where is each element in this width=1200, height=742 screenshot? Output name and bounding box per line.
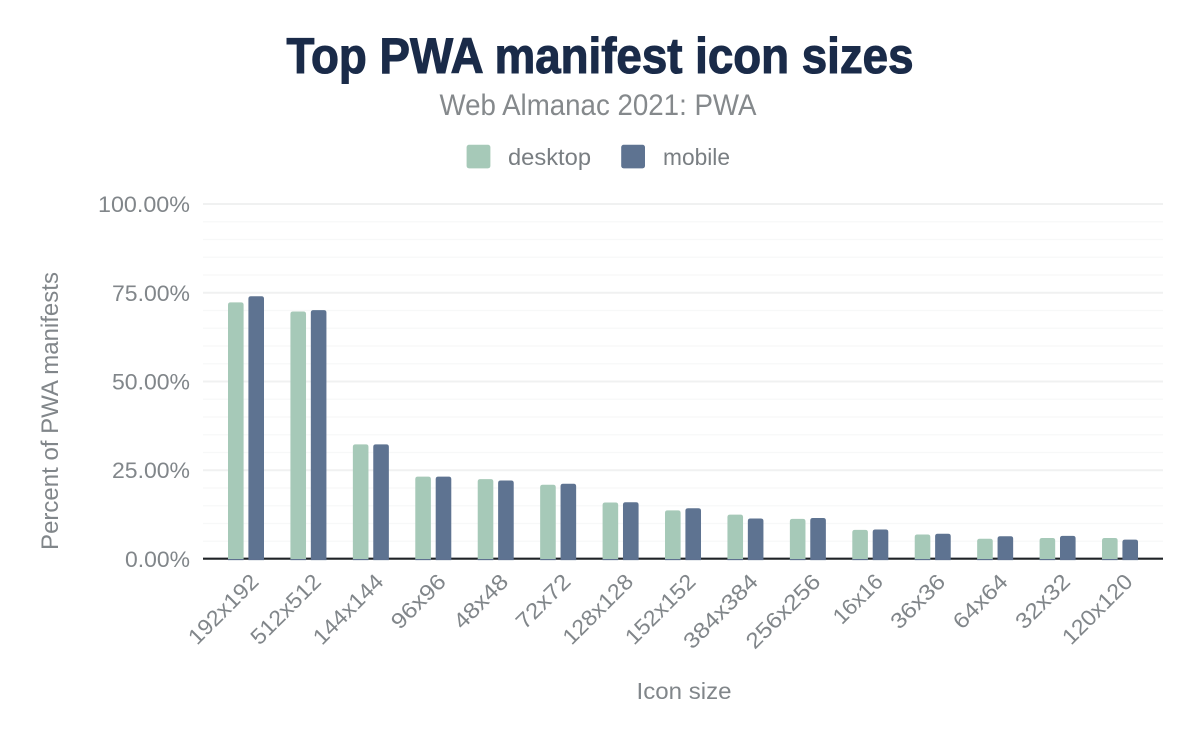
- svg-text:100.00%: 100.00%: [98, 192, 190, 217]
- svg-text:75.00%: 75.00%: [112, 281, 190, 306]
- svg-text:Icon size: Icon size: [637, 678, 732, 704]
- svg-text:mobile: mobile: [663, 144, 730, 170]
- svg-text:25.00%: 25.00%: [112, 458, 190, 483]
- svg-text:0.00%: 0.00%: [125, 547, 190, 572]
- svg-text:Top PWA manifest icon sizes: Top PWA manifest icon sizes: [287, 28, 914, 84]
- svg-text:desktop: desktop: [508, 144, 591, 170]
- svg-text:50.00%: 50.00%: [112, 370, 190, 395]
- svg-text:Percent of PWA manifests: Percent of PWA manifests: [37, 272, 64, 550]
- svg-text:Web Almanac 2021: PWA: Web Almanac 2021: PWA: [440, 89, 757, 122]
